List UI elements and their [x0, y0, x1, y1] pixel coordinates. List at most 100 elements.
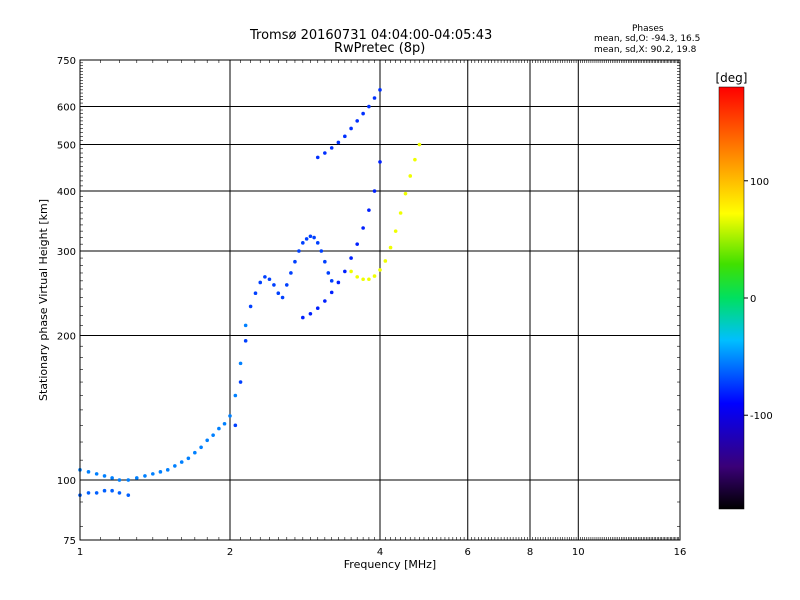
data-point-o-mode — [253, 291, 258, 296]
data-point-o-mode — [263, 275, 267, 279]
data-point-x-mode — [367, 277, 371, 282]
phase-stats-title: Phases — [632, 24, 664, 34]
data-point-o-mode — [134, 476, 139, 480]
data-point-x-mode — [398, 211, 403, 215]
data-point-o-mode — [323, 259, 327, 264]
data-point-o-mode — [336, 280, 341, 285]
data-point-o-mode — [238, 361, 243, 366]
data-point-x-mode — [349, 269, 353, 274]
data-point-o-mode — [280, 295, 285, 300]
data-point-o-mode — [86, 491, 91, 495]
data-point-o-mode — [243, 339, 248, 343]
colorbar-tick-label: -100 — [750, 411, 773, 422]
data-point-o-mode — [312, 235, 316, 240]
data-point-o-mode — [199, 445, 203, 450]
data-point-o-mode — [143, 474, 147, 478]
data-point-o-mode — [217, 426, 221, 431]
data-point-o-mode — [378, 160, 382, 164]
data-point-o-mode — [304, 237, 309, 241]
data-point-o-mode — [367, 208, 371, 212]
data-point-o-mode — [179, 460, 184, 464]
x-tick-label: 1 — [77, 547, 83, 558]
data-point-o-mode — [361, 226, 365, 230]
data-point-o-mode — [315, 241, 320, 245]
data-point-o-mode — [301, 241, 305, 245]
data-point-o-mode — [323, 151, 327, 155]
x-tick-label: 4 — [377, 547, 383, 558]
x-tick-label: 6 — [465, 547, 471, 558]
data-point-o-mode — [355, 119, 359, 123]
data-point-o-mode — [315, 155, 320, 160]
data-point-o-mode — [186, 456, 191, 461]
data-point-o-mode — [329, 146, 334, 150]
data-point-o-mode — [272, 283, 276, 287]
data-point-o-mode — [372, 189, 377, 193]
data-point-o-mode — [326, 271, 331, 275]
data-point-x-mode — [408, 174, 413, 178]
y-axis-label: Stationary phase Virtual Height [km] — [37, 199, 50, 401]
data-point-o-mode — [243, 323, 248, 328]
x-tick-label: 2 — [227, 547, 233, 558]
data-point-o-mode — [205, 438, 209, 443]
data-point-o-mode — [94, 491, 99, 495]
data-point-o-mode — [319, 249, 324, 253]
data-point-o-mode — [86, 470, 91, 474]
data-point-o-mode — [289, 271, 293, 275]
data-point-o-mode — [248, 304, 253, 309]
data-point-o-mode — [361, 111, 365, 116]
y-tick-label: 500 — [57, 141, 76, 152]
data-point-o-mode — [110, 476, 114, 480]
data-point-o-mode — [276, 291, 281, 296]
data-point-x-mode — [378, 268, 382, 272]
chart-subtitle: RwPretec (8p) — [334, 41, 426, 56]
data-point-o-mode — [355, 242, 359, 246]
data-point-o-mode — [110, 488, 114, 493]
y-tick-label: 750 — [57, 56, 76, 67]
colorbar-tick-label: 100 — [750, 177, 769, 188]
data-point-o-mode — [349, 126, 353, 131]
data-point-o-mode — [367, 104, 371, 109]
data-point-o-mode — [329, 279, 334, 283]
y-tick-label: 400 — [57, 187, 76, 198]
x-tick-label: 16 — [674, 547, 687, 558]
data-point-o-mode — [308, 311, 313, 316]
data-point-o-mode — [323, 299, 327, 303]
colorbar-label: [deg] — [716, 71, 748, 85]
data-point-o-mode — [102, 474, 107, 478]
y-tick-label: 200 — [57, 332, 76, 343]
data-point-x-mode — [388, 245, 393, 250]
data-point-o-mode — [211, 433, 215, 437]
data-point-o-mode — [233, 393, 238, 398]
x-tick-label: 8 — [527, 547, 533, 558]
data-point-o-mode — [126, 478, 131, 482]
phase-stats-x-mode: mean, sd,X: 90.2, 19.8 — [594, 45, 697, 55]
colorbar-gradient — [719, 87, 744, 509]
data-point-o-mode — [308, 234, 313, 239]
data-point-x-mode — [417, 142, 422, 147]
chart-title: Tromsø 20160731 04:04:00-04:05:43 — [250, 28, 493, 43]
data-point-o-mode — [94, 472, 99, 476]
data-point-x-mode — [361, 277, 365, 282]
data-point-o-mode — [193, 450, 197, 455]
data-point-x-mode — [403, 191, 408, 196]
y-tick-label: 600 — [57, 103, 76, 114]
data-point-o-mode — [233, 423, 238, 428]
data-point-o-mode — [222, 421, 227, 426]
data-point-o-mode — [173, 464, 177, 468]
data-point-x-mode — [372, 274, 377, 278]
y-tick-label: 100 — [57, 476, 76, 487]
data-point-o-mode — [336, 140, 341, 145]
data-point-o-mode — [378, 88, 382, 92]
data-point-o-mode — [372, 96, 377, 100]
data-point-o-mode — [158, 470, 163, 474]
data-point-o-mode — [293, 259, 297, 264]
y-tick-label: 75 — [63, 536, 76, 547]
data-point-o-mode — [117, 478, 122, 482]
data-point-x-mode — [383, 259, 388, 263]
colorbar-tick-label: 0 — [750, 294, 756, 305]
phase-stats-o-mode: mean, sd,O: -94.3, 16.5 — [594, 34, 701, 44]
data-point-x-mode — [355, 275, 359, 279]
data-point-o-mode — [102, 488, 107, 493]
data-point-o-mode — [297, 249, 301, 253]
